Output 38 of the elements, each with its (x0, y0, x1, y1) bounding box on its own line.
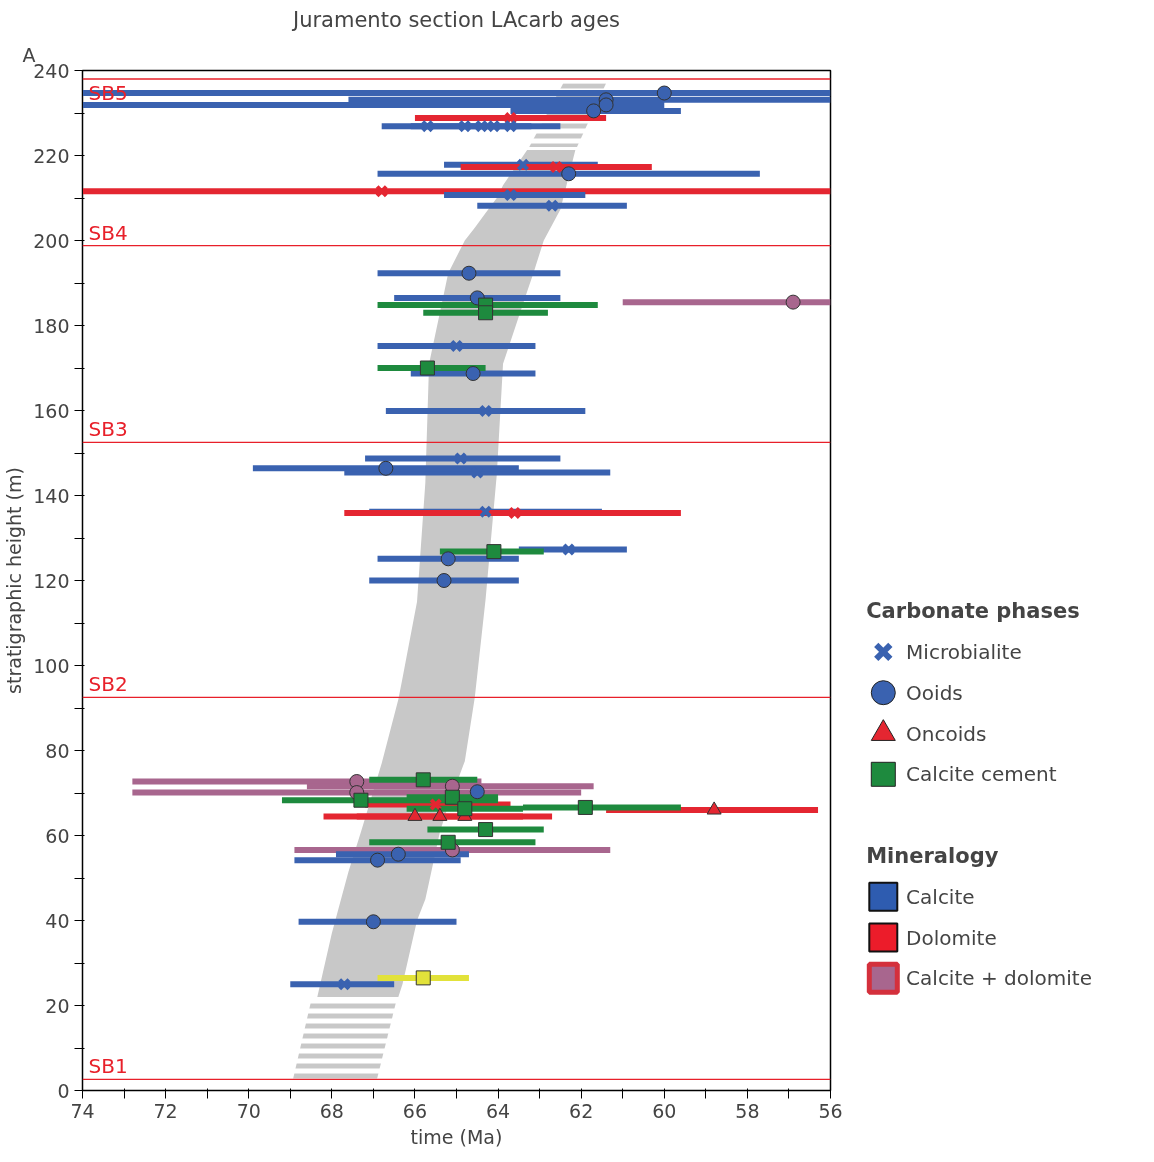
x-tick-label: 64 (485, 1099, 511, 1122)
x-tick-label: 74 (70, 1099, 95, 1122)
y-tick-label: 80 (45, 739, 70, 762)
y-tick-label: 220 (33, 144, 70, 167)
ref-line-label: SB3 (88, 417, 128, 442)
legend-label: Calcite cement (906, 762, 1057, 787)
y-tick-label: 60 (45, 824, 70, 847)
text: Mineralogy (866, 843, 999, 868)
ref-line-label: SB1 (88, 1054, 128, 1079)
legend-label: Microbialite (906, 639, 1022, 664)
y-tick-label: 20 (45, 994, 70, 1017)
x-tick-label: 56 (818, 1099, 843, 1122)
x-tick-label: 68 (319, 1099, 344, 1122)
legend-label: Ooids (906, 680, 963, 705)
x-tick-label: 62 (569, 1099, 594, 1122)
x-tick-label: 72 (153, 1099, 178, 1122)
y-tick-label: 180 (33, 314, 70, 337)
legend-label: Dolomite (906, 925, 997, 950)
ref-line-label: SB2 (88, 672, 128, 697)
y-tick-label: 200 (33, 229, 70, 252)
y-tick-label: 40 (45, 909, 70, 932)
x-tick-label: 58 (735, 1099, 760, 1122)
legend-label: Calcite (906, 884, 975, 909)
legend-title: Carbonate phases (866, 599, 1080, 624)
y-tick-label: 140 (33, 484, 70, 507)
y-tick-label: 100 (33, 654, 70, 677)
ref-line-label: SB4 (88, 220, 128, 245)
y-tick-label: 0 (57, 1079, 70, 1102)
chart-title: Juramento section LAcarb ages (290, 7, 621, 32)
y-tick-label: 160 (33, 399, 70, 422)
x-tick-label: 66 (402, 1099, 428, 1122)
legend-label: Calcite + dolomite (906, 966, 1092, 991)
y-tick-label: 120 (33, 569, 70, 592)
x-tick-label: 60 (652, 1099, 677, 1122)
x-tick-label: 70 (236, 1099, 261, 1122)
x-axis-title: time (Ma) (410, 1125, 503, 1148)
legend-label: Oncoids (906, 721, 987, 746)
y-axis-title: stratigraphic height (m) (3, 467, 26, 694)
